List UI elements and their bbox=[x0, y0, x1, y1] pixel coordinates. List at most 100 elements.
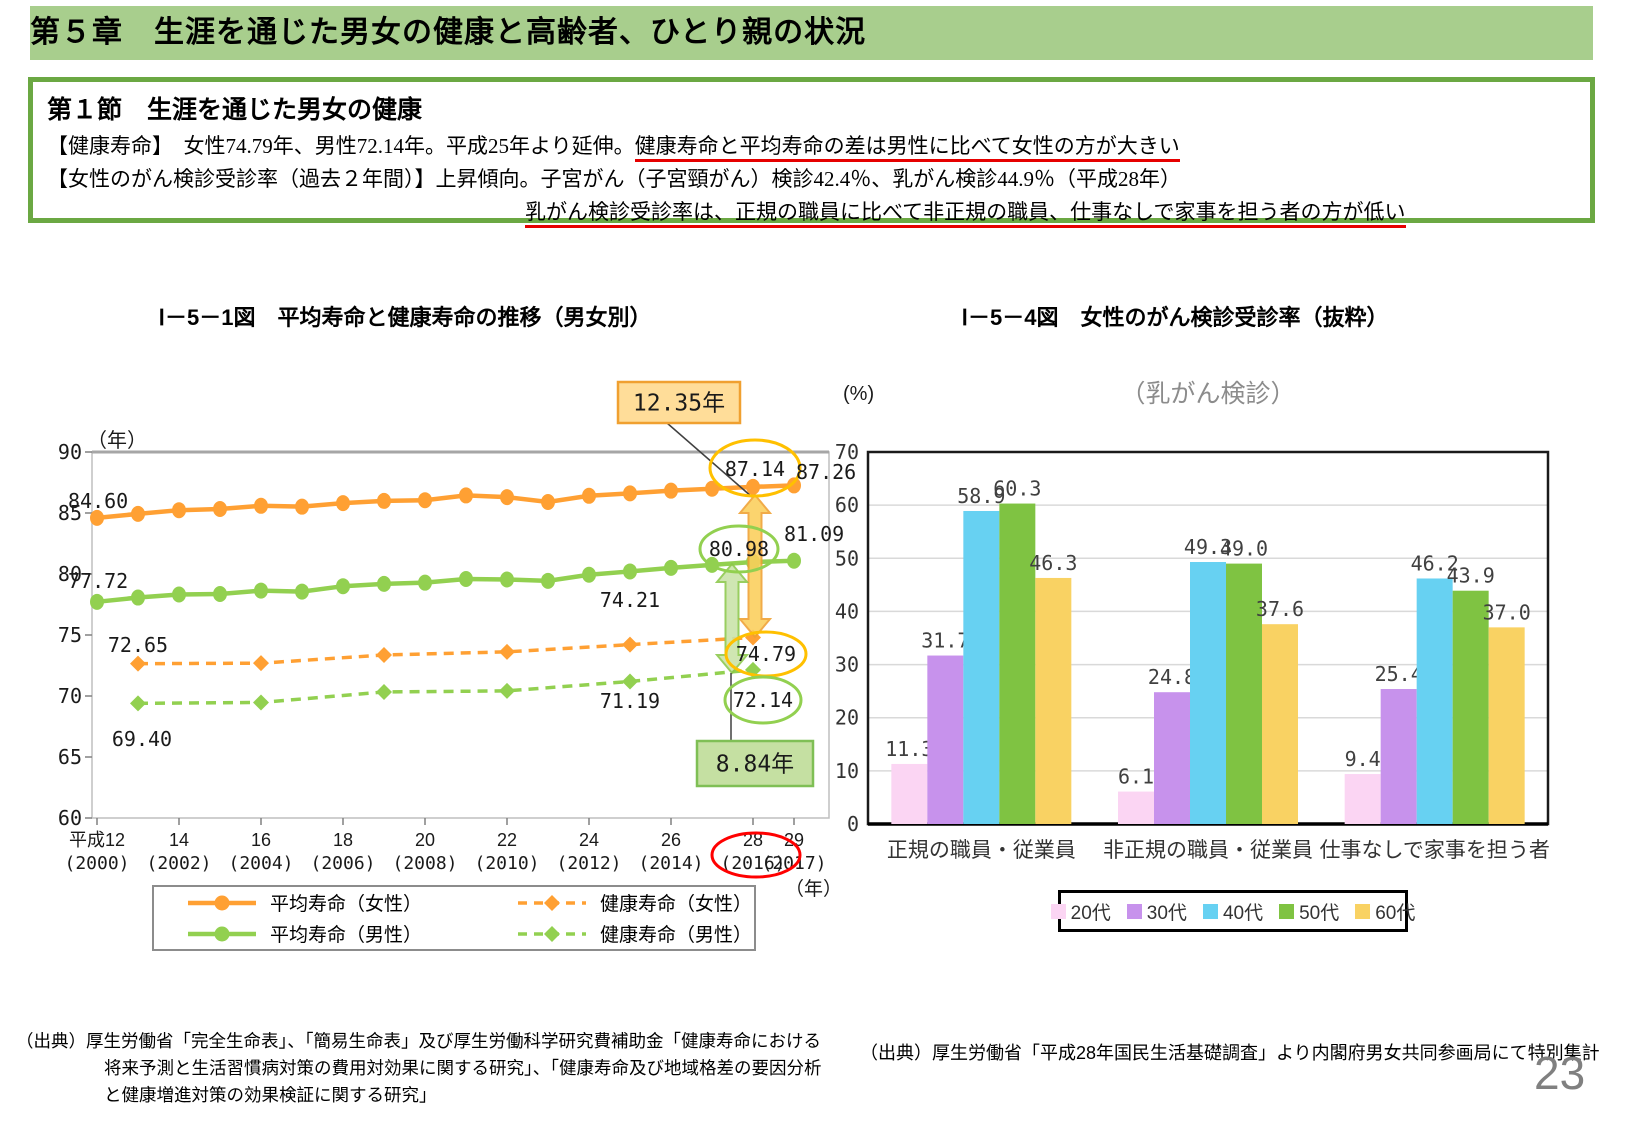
chart-label: (2004) bbox=[228, 853, 293, 874]
chart-label: 31.7 bbox=[921, 629, 969, 653]
chart-label: 非正規の職員・従業員 bbox=[1103, 839, 1313, 862]
bar-50代-非正規の職員・従業員 bbox=[1226, 563, 1262, 824]
chart-label: 正規の職員・従業員 bbox=[887, 839, 1076, 862]
section-summary-box: 第１節 生涯を通じた男女の健康 【健康寿命】 女性74.79年、男性72.14年… bbox=[28, 77, 1595, 228]
legend-item-50代: 50代 bbox=[1279, 898, 1339, 925]
chart-label: 75 bbox=[58, 623, 82, 647]
bar-50代-正規の職員・従業員 bbox=[999, 503, 1036, 824]
chart-label: 14 bbox=[169, 830, 189, 850]
summary-line-breast-screening: 乳がん検診受診率は、正規の職員に比べて非正規の職員、仕事なしで家事を担う者の方が… bbox=[525, 196, 1580, 229]
left-figure-title: Ⅰ－5－1図 平均寿命と健康寿命の推移（男女別） bbox=[158, 305, 652, 330]
legend-swatch-icon bbox=[1050, 903, 1066, 919]
right-figure-title: Ⅰ－5－4図 女性のがん検診受診率（抜粋） bbox=[961, 305, 1389, 330]
legend-swatch-icon bbox=[1202, 903, 1218, 919]
legend-swatch-icon bbox=[1126, 903, 1142, 919]
chapter-title: 第５章 生涯を通じた男女の健康と高齢者、ひとり親の状況 bbox=[30, 16, 867, 49]
chart-label: 平成12 bbox=[69, 830, 125, 850]
bar-30代-非正規の職員・従業員 bbox=[1154, 692, 1190, 824]
source-line: （出典）厚生労働省「完全生命表」、「簡易生命表」及び厚生労働科学研究費補助金「健… bbox=[16, 1031, 821, 1051]
chart-label: (2000) bbox=[64, 853, 129, 874]
bar-60代-仕事なしで家事を担う者 bbox=[1488, 627, 1525, 824]
chart-label: 43.9 bbox=[1447, 564, 1495, 588]
chart-label: 40 bbox=[835, 599, 859, 623]
chart-label: (2006) bbox=[310, 853, 375, 874]
bar-40代-正規の職員・従業員 bbox=[963, 510, 1000, 824]
chart-label: (2012) bbox=[556, 853, 621, 874]
bar-40代-非正規の職員・従業員 bbox=[1190, 562, 1226, 824]
chart-label: (2016) bbox=[720, 853, 785, 874]
right-source-text: （出典）厚生労働省「平成28年国民生活基礎調査」より内閣府男女共同参画局にて特別… bbox=[860, 1043, 1600, 1063]
legend-label: 20代 bbox=[1070, 902, 1111, 924]
legend-item-40代: 40代 bbox=[1202, 898, 1264, 925]
chart-label: 60 bbox=[58, 806, 82, 830]
chart-label: 70 bbox=[835, 440, 859, 464]
chart-label: 85 bbox=[58, 501, 82, 525]
chart-label: 16 bbox=[251, 830, 271, 850]
solid-line-circle-icon bbox=[188, 926, 256, 941]
gap-arrow bbox=[737, 493, 773, 639]
chart-label: 84.60 bbox=[68, 489, 128, 513]
highlight-ellipse bbox=[723, 675, 803, 725]
bar-20代-正規の職員・従業員 bbox=[891, 763, 928, 824]
legend-swatch-icon bbox=[1355, 903, 1371, 919]
legend-item-健康寿命（女性）: 健康寿命（女性） bbox=[484, 889, 754, 916]
chart-label: 50 bbox=[835, 546, 859, 570]
chart-label: 46.3 bbox=[1029, 551, 1077, 575]
chapter-header-bar: 第５章 生涯を通じた男女の健康と高齢者、ひとり親の状況 bbox=[30, 6, 1593, 60]
chart-label: （年） bbox=[87, 429, 147, 452]
chart-label: 74.79 bbox=[736, 642, 796, 666]
chart-label: 77.72 bbox=[68, 569, 128, 593]
legend-label: 40代 bbox=[1222, 902, 1264, 924]
chart-label: 12.35年 bbox=[633, 391, 725, 417]
chart-label: 65 bbox=[58, 745, 82, 769]
series-健康寿命（男性） bbox=[137, 668, 754, 706]
chart-label: 25.4 bbox=[1375, 662, 1423, 686]
legend-item-平均寿命（女性）: 平均寿命（女性） bbox=[154, 889, 484, 916]
dashed-line-diamond-icon bbox=[518, 894, 586, 911]
chart-label: 72.65 bbox=[108, 633, 168, 657]
chart-label: 90 bbox=[58, 440, 82, 464]
series-平均寿命（男性） bbox=[96, 558, 795, 605]
chart-label: 20 bbox=[835, 706, 859, 730]
plain-text: 【健康寿命】 女性74.79年、男性72.14年。平成25年より延伸。 bbox=[47, 134, 635, 158]
chart-label: 74.21 bbox=[600, 588, 660, 612]
chart-label: 18 bbox=[333, 830, 353, 850]
chart-label: 8.84年 bbox=[716, 752, 794, 778]
series-健康寿命（女性） bbox=[137, 635, 754, 666]
chart-label: 49.0 bbox=[1220, 537, 1268, 561]
chart-label: 87.14 bbox=[725, 457, 785, 481]
chart-label: 70 bbox=[58, 684, 82, 708]
summary-line-healthy-life: 【健康寿命】 女性74.79年、男性72.14年。平成25年より延伸。健康寿命と… bbox=[47, 130, 1580, 163]
chart-label: 81.09 bbox=[784, 522, 844, 546]
chart-label: 24.8 bbox=[1148, 665, 1196, 689]
red-highlight-ellipse bbox=[710, 831, 802, 879]
chart-label: 29 bbox=[784, 830, 804, 850]
chart-label: (2014) bbox=[638, 853, 703, 874]
gap-arrow bbox=[714, 562, 750, 675]
chart-label: 仕事なしで家事を担う者 bbox=[1319, 839, 1549, 862]
page-number: 23 bbox=[1534, 1047, 1586, 1099]
chart-label: 71.19 bbox=[600, 689, 660, 713]
bar-60代-正規の職員・従業員 bbox=[1035, 577, 1072, 824]
chart-label: 9.4 bbox=[1345, 747, 1381, 771]
highlight-ellipse bbox=[698, 524, 780, 574]
bar-50代-仕事なしで家事を担う者 bbox=[1452, 590, 1489, 824]
legend-label: 健康寿命（男性） bbox=[600, 925, 753, 946]
summary-line-cancer-screening: 【女性のがん検診受診率（過去２年間）】上昇傾向。子宮がん（子宮頸がん）検診42.… bbox=[47, 163, 1580, 196]
chart-label: 24 bbox=[579, 830, 599, 850]
chart-label: 20 bbox=[415, 830, 435, 850]
bar-20代-非正規の職員・従業員 bbox=[1118, 791, 1154, 824]
callout-box bbox=[695, 739, 815, 788]
section-heading: 第１節 生涯を通じた男女の健康 bbox=[47, 96, 423, 124]
chart-label: 0 bbox=[847, 812, 859, 836]
series-平均寿命（女性） bbox=[96, 483, 795, 521]
chart-label: (%) bbox=[843, 383, 874, 405]
chart-label: 22 bbox=[497, 830, 517, 850]
legend-label: 50代 bbox=[1299, 902, 1340, 924]
legend-item-60代: 60代 bbox=[1355, 898, 1415, 925]
chart-label: (2008) bbox=[392, 853, 457, 874]
legend-label: 健康寿命（女性） bbox=[600, 894, 753, 915]
left-source-note: （出典）厚生労働省「完全生命表」、「簡易生命表」及び厚生労働科学研究費補助金「健… bbox=[16, 1028, 822, 1109]
